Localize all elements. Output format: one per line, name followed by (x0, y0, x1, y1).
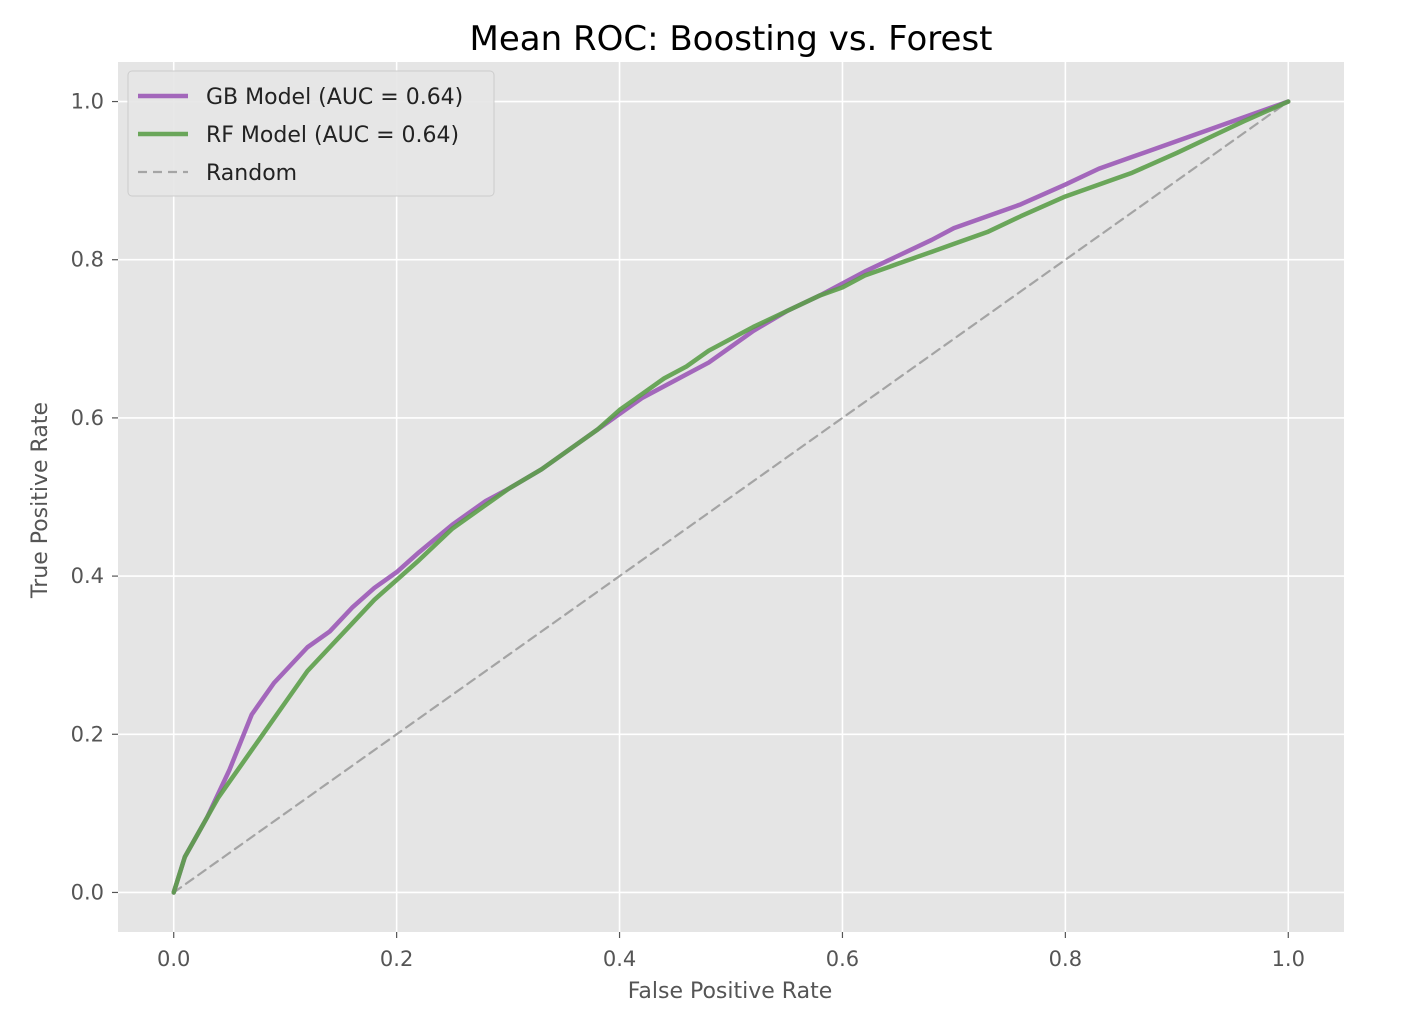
y-axis-ticks: 0.0 0.2 0.4 0.6 0.8 1.0 (71, 90, 118, 904)
series-line-rf-model (171, 99, 1291, 895)
legend-label: RF Model (AUC = 0.64) (206, 123, 459, 148)
x-axis-label: False Positive Rate (628, 979, 832, 1004)
legend-label: Random (206, 161, 297, 186)
x-tick-label: 1.0 (1272, 947, 1305, 971)
y-tick-label: 1.0 (71, 90, 104, 114)
x-axis-ticks: 0.0 0.2 0.4 0.6 0.8 1.0 (157, 932, 1305, 971)
x-tick-label: 0.6 (826, 947, 859, 971)
series-line-random (172, 100, 1290, 894)
y-tick-label: 0.6 (71, 406, 104, 430)
x-tick-label: 0.4 (603, 947, 636, 971)
legend-label: GB Model (AUC = 0.64) (206, 85, 463, 110)
x-tick-label: 0.8 (1049, 947, 1082, 971)
grid-lines (118, 62, 1344, 932)
y-tick-label: 0.8 (71, 248, 104, 272)
legend: GB Model (AUC = 0.64) RF Model (AUC = 0.6… (127, 70, 495, 197)
series-lines (171, 99, 1291, 895)
legend-box (127, 70, 495, 197)
legend-items: GB Model (AUC = 0.64) RF Model (AUC = 0.6… (138, 85, 463, 186)
x-tick-label: 0.2 (380, 947, 413, 971)
y-tick-label: 0.4 (71, 564, 104, 588)
x-tick-label: 0.0 (157, 947, 190, 971)
chart-title: Mean ROC: Boosting vs. Forest (470, 19, 993, 59)
y-tick-label: 0.2 (71, 722, 104, 746)
y-axis-label: True Positive Rate (28, 402, 53, 599)
y-tick-label: 0.0 (71, 880, 104, 904)
